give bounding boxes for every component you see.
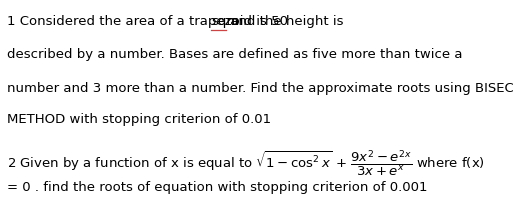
Text: described by a number. Bases are defined as five more than twice a: described by a number. Bases are defined… <box>7 48 462 61</box>
Text: and the height is: and the height is <box>226 15 344 28</box>
Text: number and 3 more than a number. Find the approximate roots using BISECTION: number and 3 more than a number. Find th… <box>7 82 513 95</box>
Text: 2 Given by a function of x is equal to $\sqrt{1 - \cos^2 x}$ + $\dfrac{9x^2 - e^: 2 Given by a function of x is equal to $… <box>7 148 485 179</box>
Text: 1 Considered the area of a trapezoid is 50: 1 Considered the area of a trapezoid is … <box>7 15 292 28</box>
Text: METHOD with stopping criterion of 0.01: METHOD with stopping criterion of 0.01 <box>7 113 271 126</box>
Text: sqm: sqm <box>211 15 240 28</box>
Text: = 0 . find the roots of equation with stopping criterion of 0.001: = 0 . find the roots of equation with st… <box>7 181 427 194</box>
